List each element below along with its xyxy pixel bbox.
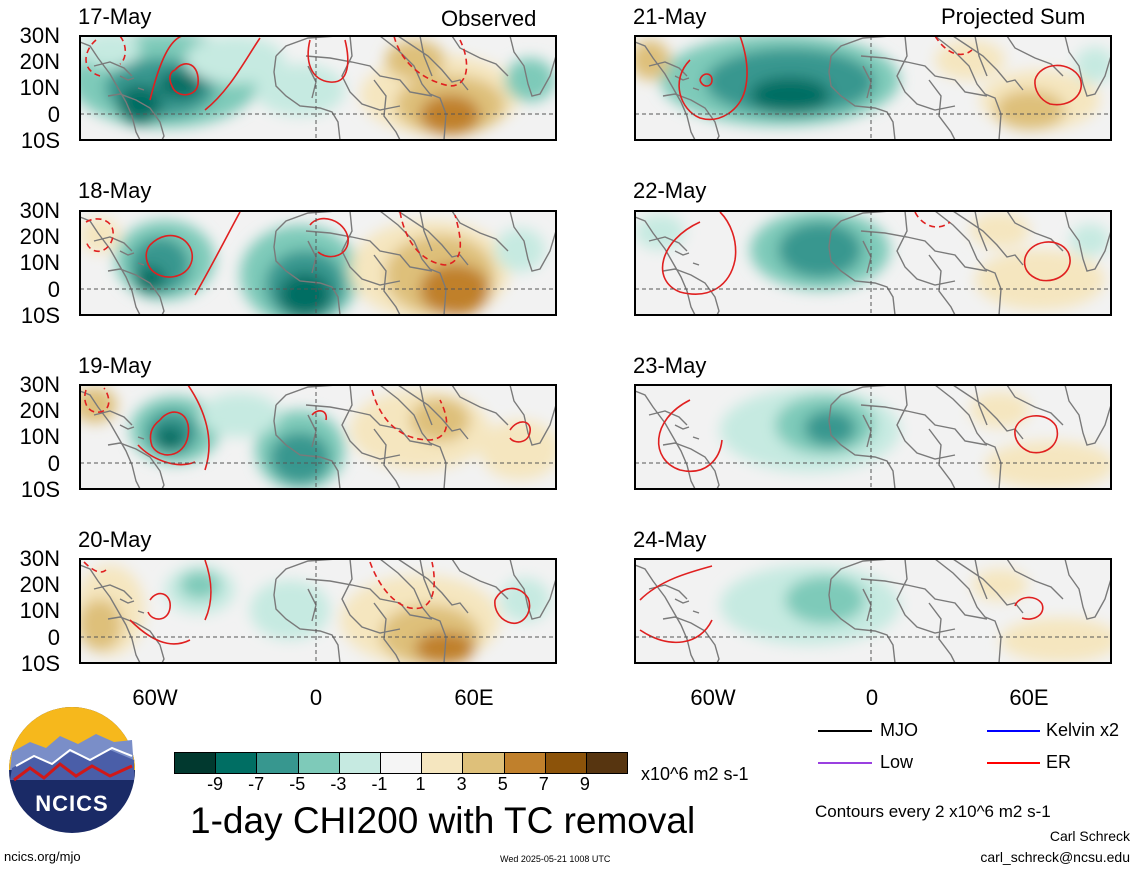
legend-label-er: ER: [1046, 752, 1072, 772]
colorbar-tick-label: -5: [289, 774, 306, 794]
footer-email[interactable]: carl_schreck@ncsu.edu: [980, 849, 1130, 865]
panel-date-17-may: 17-May: [78, 4, 152, 29]
lat-label: 0: [47, 451, 60, 476]
panel-date-20-may: 20-May: [78, 527, 152, 552]
lat-label: 0: [47, 277, 60, 302]
map-22-may: [634, 210, 1112, 316]
colorbar-cell: [297, 753, 339, 773]
lat-label: 30N: [19, 198, 60, 223]
map-21-may: [634, 35, 1112, 141]
colorbar-cell: [462, 753, 504, 773]
colorbar-cell: [175, 753, 216, 773]
lon-label-60w: 60W: [690, 685, 736, 710]
footer-author: Carl Schreck: [1049, 828, 1130, 844]
lon-label-0: 0: [309, 685, 323, 710]
colorbar-cell: [421, 753, 463, 773]
colorbar-ticks: -9 -7 -5 -3 -1 1 3 5 7 9: [174, 774, 626, 796]
panel-date-21-may: 21-May: [633, 4, 707, 29]
map-23-may: [634, 384, 1112, 490]
footer-timestamp: Wed 2025-05-21 1008 UTC: [500, 854, 611, 864]
lat-label: 20N: [19, 49, 60, 74]
map-24-may: [634, 558, 1112, 664]
panel-date-18-may: 18-May: [78, 178, 152, 203]
lat-label: 10S: [20, 651, 60, 676]
map-19-may: [79, 384, 557, 490]
colorbar-tick-label: 7: [538, 774, 549, 794]
lon-label-0: 0: [865, 685, 879, 710]
ncics-logo-text: NCICS: [35, 791, 109, 816]
legend-label-kelvin: Kelvin x2: [1046, 720, 1120, 740]
lat-label: 10S: [20, 128, 60, 153]
legend-lines: [818, 730, 1040, 764]
map-17-may: [79, 35, 557, 141]
map-18-may: [79, 210, 557, 316]
colorbar-cell: [256, 753, 298, 773]
colorbar-units: x10^6 m2 s-1: [641, 764, 749, 784]
ncics-logo: [9, 707, 135, 833]
map-20-may: [79, 558, 557, 664]
panel-date-24-may: 24-May: [633, 527, 707, 552]
contours-note: Contours every 2 x10^6 m2 s-1: [815, 802, 1051, 821]
figure-title: 1-day CHI200 with TC removal: [190, 800, 696, 841]
lat-label: 10S: [20, 477, 60, 502]
lon-label-60e: 60E: [1009, 685, 1049, 710]
lat-label: 30N: [19, 546, 60, 571]
legend-label-low: Low: [880, 752, 914, 772]
colorbar-tick-label: -3: [330, 774, 347, 794]
colorbar-cell: [379, 753, 422, 773]
lat-label: 20N: [19, 398, 60, 423]
legend-label-mjo: MJO: [880, 720, 918, 740]
colorbar-cell: [544, 753, 586, 773]
lat-label: 0: [47, 625, 60, 650]
lat-label: 10N: [19, 250, 60, 275]
colorbar-tick-label: 3: [456, 774, 467, 794]
panel-date-19-may: 19-May: [78, 353, 152, 378]
panel-date-22-may: 22-May: [633, 178, 707, 203]
colorbar-cell: [585, 753, 628, 773]
lon-label-60e: 60E: [454, 685, 494, 710]
lon-label-60w: 60W: [132, 685, 178, 710]
colorbar: [174, 752, 628, 774]
footer-url[interactable]: ncics.org/mjo: [4, 849, 81, 864]
lat-label: 20N: [19, 224, 60, 249]
lat-label: 10N: [19, 75, 60, 100]
observed-label: Observed: [441, 6, 537, 31]
colorbar-cell: [503, 753, 545, 773]
colorbar-tick-label: 5: [497, 774, 508, 794]
colorbar-tick-label: -1: [371, 774, 388, 794]
colorbar-tick-label: -7: [248, 774, 265, 794]
lat-label: 30N: [19, 372, 60, 397]
lat-label: 0: [47, 102, 60, 127]
colorbar-cell: [338, 753, 380, 773]
colorbar-tick-label: -9: [207, 774, 224, 794]
lat-label: 20N: [19, 572, 60, 597]
lat-label: 10S: [20, 303, 60, 328]
lat-label: 10N: [19, 598, 60, 623]
colorbar-cell: [215, 753, 257, 773]
colorbar-tick-label: 9: [579, 774, 590, 794]
lat-label: 30N: [19, 23, 60, 48]
panel-date-23-may: 23-May: [633, 353, 707, 378]
lat-label: 10N: [19, 424, 60, 449]
colorbar-tick-label: 1: [415, 774, 426, 794]
projected-sum-label: Projected Sum: [941, 4, 1086, 29]
